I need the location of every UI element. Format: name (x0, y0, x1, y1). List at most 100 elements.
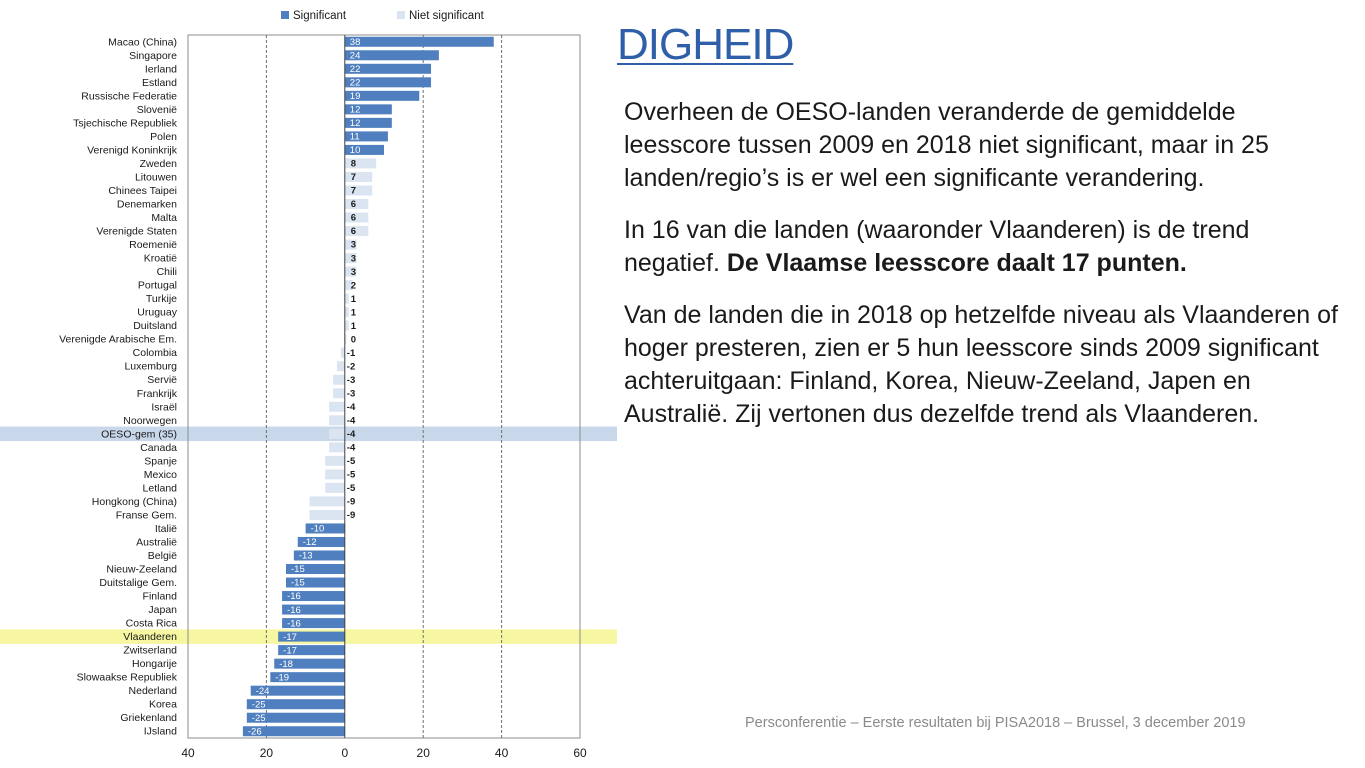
category-label: Mexico (144, 469, 177, 481)
data-label: 22 (350, 64, 361, 75)
bar (250, 685, 345, 696)
data-label: 11 (350, 132, 360, 143)
x-tick-label: 20 (260, 746, 274, 760)
legend-swatch-significant (281, 11, 289, 19)
category-label: Chinees Taipei (108, 185, 177, 197)
bar (336, 361, 345, 372)
bar (278, 645, 345, 656)
paragraph-comparable-countries: Van de landen die in 2018 op hetzelfde n… (624, 301, 1338, 428)
bar (344, 253, 357, 264)
bar (286, 577, 345, 588)
bar (344, 320, 349, 331)
bar (325, 482, 345, 493)
x-tick-label: 60 (573, 746, 587, 760)
bar (344, 77, 432, 88)
data-label: -4 (347, 415, 356, 426)
data-label: -19 (275, 672, 289, 683)
bar (344, 131, 388, 142)
bar (344, 280, 353, 291)
paragraph-flanders-bold: De Vlaamse leesscore daalt 17 punten. (726, 249, 1187, 277)
bar (344, 185, 373, 196)
bar (344, 117, 392, 128)
bar (344, 90, 420, 101)
category-label: Verenigde Arabische Em. (59, 334, 177, 346)
category-label: Roemenië (129, 239, 177, 251)
bar (344, 104, 392, 115)
data-label: 1 (351, 321, 357, 332)
data-label: 3 (351, 240, 356, 251)
bar (344, 293, 349, 304)
data-label: -10 (311, 524, 325, 535)
category-label: Griekenland (120, 712, 177, 724)
category-label: Litouwen (135, 171, 177, 183)
bar (344, 171, 373, 182)
data-label: -25 (252, 699, 266, 710)
bar (344, 212, 369, 223)
bar (329, 401, 345, 412)
data-label: 10 (350, 145, 361, 156)
data-label: -12 (303, 537, 317, 548)
x-tick-label: 20 (417, 746, 431, 760)
data-label: -16 (287, 618, 301, 629)
category-label: België (148, 550, 177, 562)
category-label: Slovenië (137, 104, 177, 116)
data-label: 6 (351, 226, 356, 237)
legend-label-not-significant: Niet significant (409, 10, 485, 22)
bar (329, 415, 345, 426)
data-label: 0 (351, 334, 356, 345)
category-label: Tsjechische Republiek (73, 117, 178, 129)
category-label: Spanje (144, 455, 177, 467)
category-label: Zweden (140, 158, 178, 170)
x-tick-label: 40 (495, 746, 509, 760)
data-label: 24 (350, 50, 361, 61)
category-label: Nederland (129, 685, 178, 697)
category-label: Turkije (146, 293, 177, 305)
bar (344, 144, 384, 155)
category-label: Nieuw-Zeeland (106, 564, 177, 576)
data-label: 3 (351, 267, 356, 278)
category-label: Ierland (145, 63, 177, 75)
category-label: Costa Rica (126, 618, 178, 630)
data-label: -9 (347, 510, 355, 521)
bar (293, 550, 345, 561)
x-tick-label: 0 (341, 746, 348, 760)
category-label: Macao (China) (108, 36, 177, 48)
bar (329, 442, 345, 453)
category-label: Canada (140, 442, 177, 454)
bar (325, 469, 345, 480)
data-label: -15 (291, 564, 305, 575)
data-label: -17 (283, 645, 297, 656)
bar (309, 509, 345, 520)
data-label: -1 (347, 348, 356, 359)
legend-swatch-not-significant (397, 11, 405, 19)
bar (344, 239, 357, 250)
data-label: -5 (347, 470, 356, 481)
category-label: Kroatië (144, 253, 177, 265)
data-label: -9 (347, 497, 355, 508)
category-label: Italië (155, 523, 177, 535)
data-label: 1 (351, 307, 357, 318)
data-label: 6 (351, 213, 356, 224)
data-label: 3 (351, 253, 356, 264)
data-label: -4 (347, 402, 356, 413)
bar (333, 388, 345, 399)
category-label: Verenigde Staten (96, 226, 177, 238)
paragraph-negative-trend-text: In 16 van die landen (waaronder Vlaander… (624, 216, 1250, 277)
category-label: Letland (143, 482, 178, 494)
data-label: -15 (291, 578, 305, 589)
data-label: 19 (350, 91, 361, 102)
bar (305, 523, 345, 534)
category-label: Colombia (133, 347, 178, 359)
category-label: Zwitserland (123, 645, 177, 657)
category-label: Estland (142, 77, 177, 89)
bar (325, 455, 345, 466)
data-label: -4 (347, 443, 356, 454)
data-label: 38 (350, 37, 361, 48)
bar (344, 226, 369, 237)
data-label: -2 (347, 361, 355, 372)
data-label: 7 (351, 172, 356, 183)
bar (282, 618, 345, 629)
bar (246, 699, 345, 710)
bar (344, 158, 377, 169)
